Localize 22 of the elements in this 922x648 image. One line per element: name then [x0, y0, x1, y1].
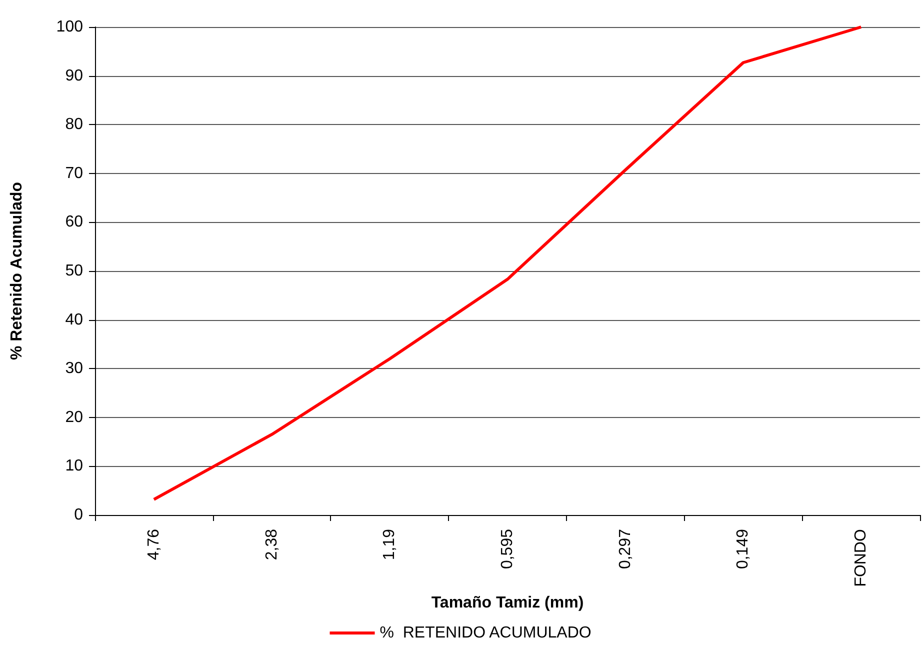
legend-label: % RETENIDO ACUMULADO [380, 624, 592, 642]
y-tick-label: 90 [65, 67, 84, 84]
x-tick-label: 2,38 [263, 528, 280, 560]
y-tick-label: 60 [65, 214, 84, 231]
x-tick-label: FONDO [852, 529, 870, 587]
y-tick-label: 100 [56, 18, 84, 36]
x-tick-label: 0,297 [616, 528, 634, 570]
y-tick-label: 40 [65, 311, 84, 328]
y-tick-label: 50 [65, 262, 84, 280]
y-tick-label: 80 [65, 116, 84, 134]
y-tick-label: 0 [74, 506, 84, 524]
x-tick-label: 0,149 [734, 528, 752, 570]
y-tick-label: 70 [65, 164, 84, 182]
y-tick-label: 20 [65, 408, 84, 426]
x-axis-title: Tamaño Tamiz (mm) [431, 594, 584, 612]
line-series [152, 26, 863, 501]
y-tick-label: 10 [65, 458, 84, 475]
y-tick-label: 30 [65, 360, 84, 378]
y-axis-title: % Retenido Acumulado [8, 182, 26, 360]
x-tick-label: 1,19 [381, 528, 398, 560]
x-tick-label: 4,76 [145, 528, 162, 560]
x-tick-label: 0,595 [499, 528, 516, 570]
